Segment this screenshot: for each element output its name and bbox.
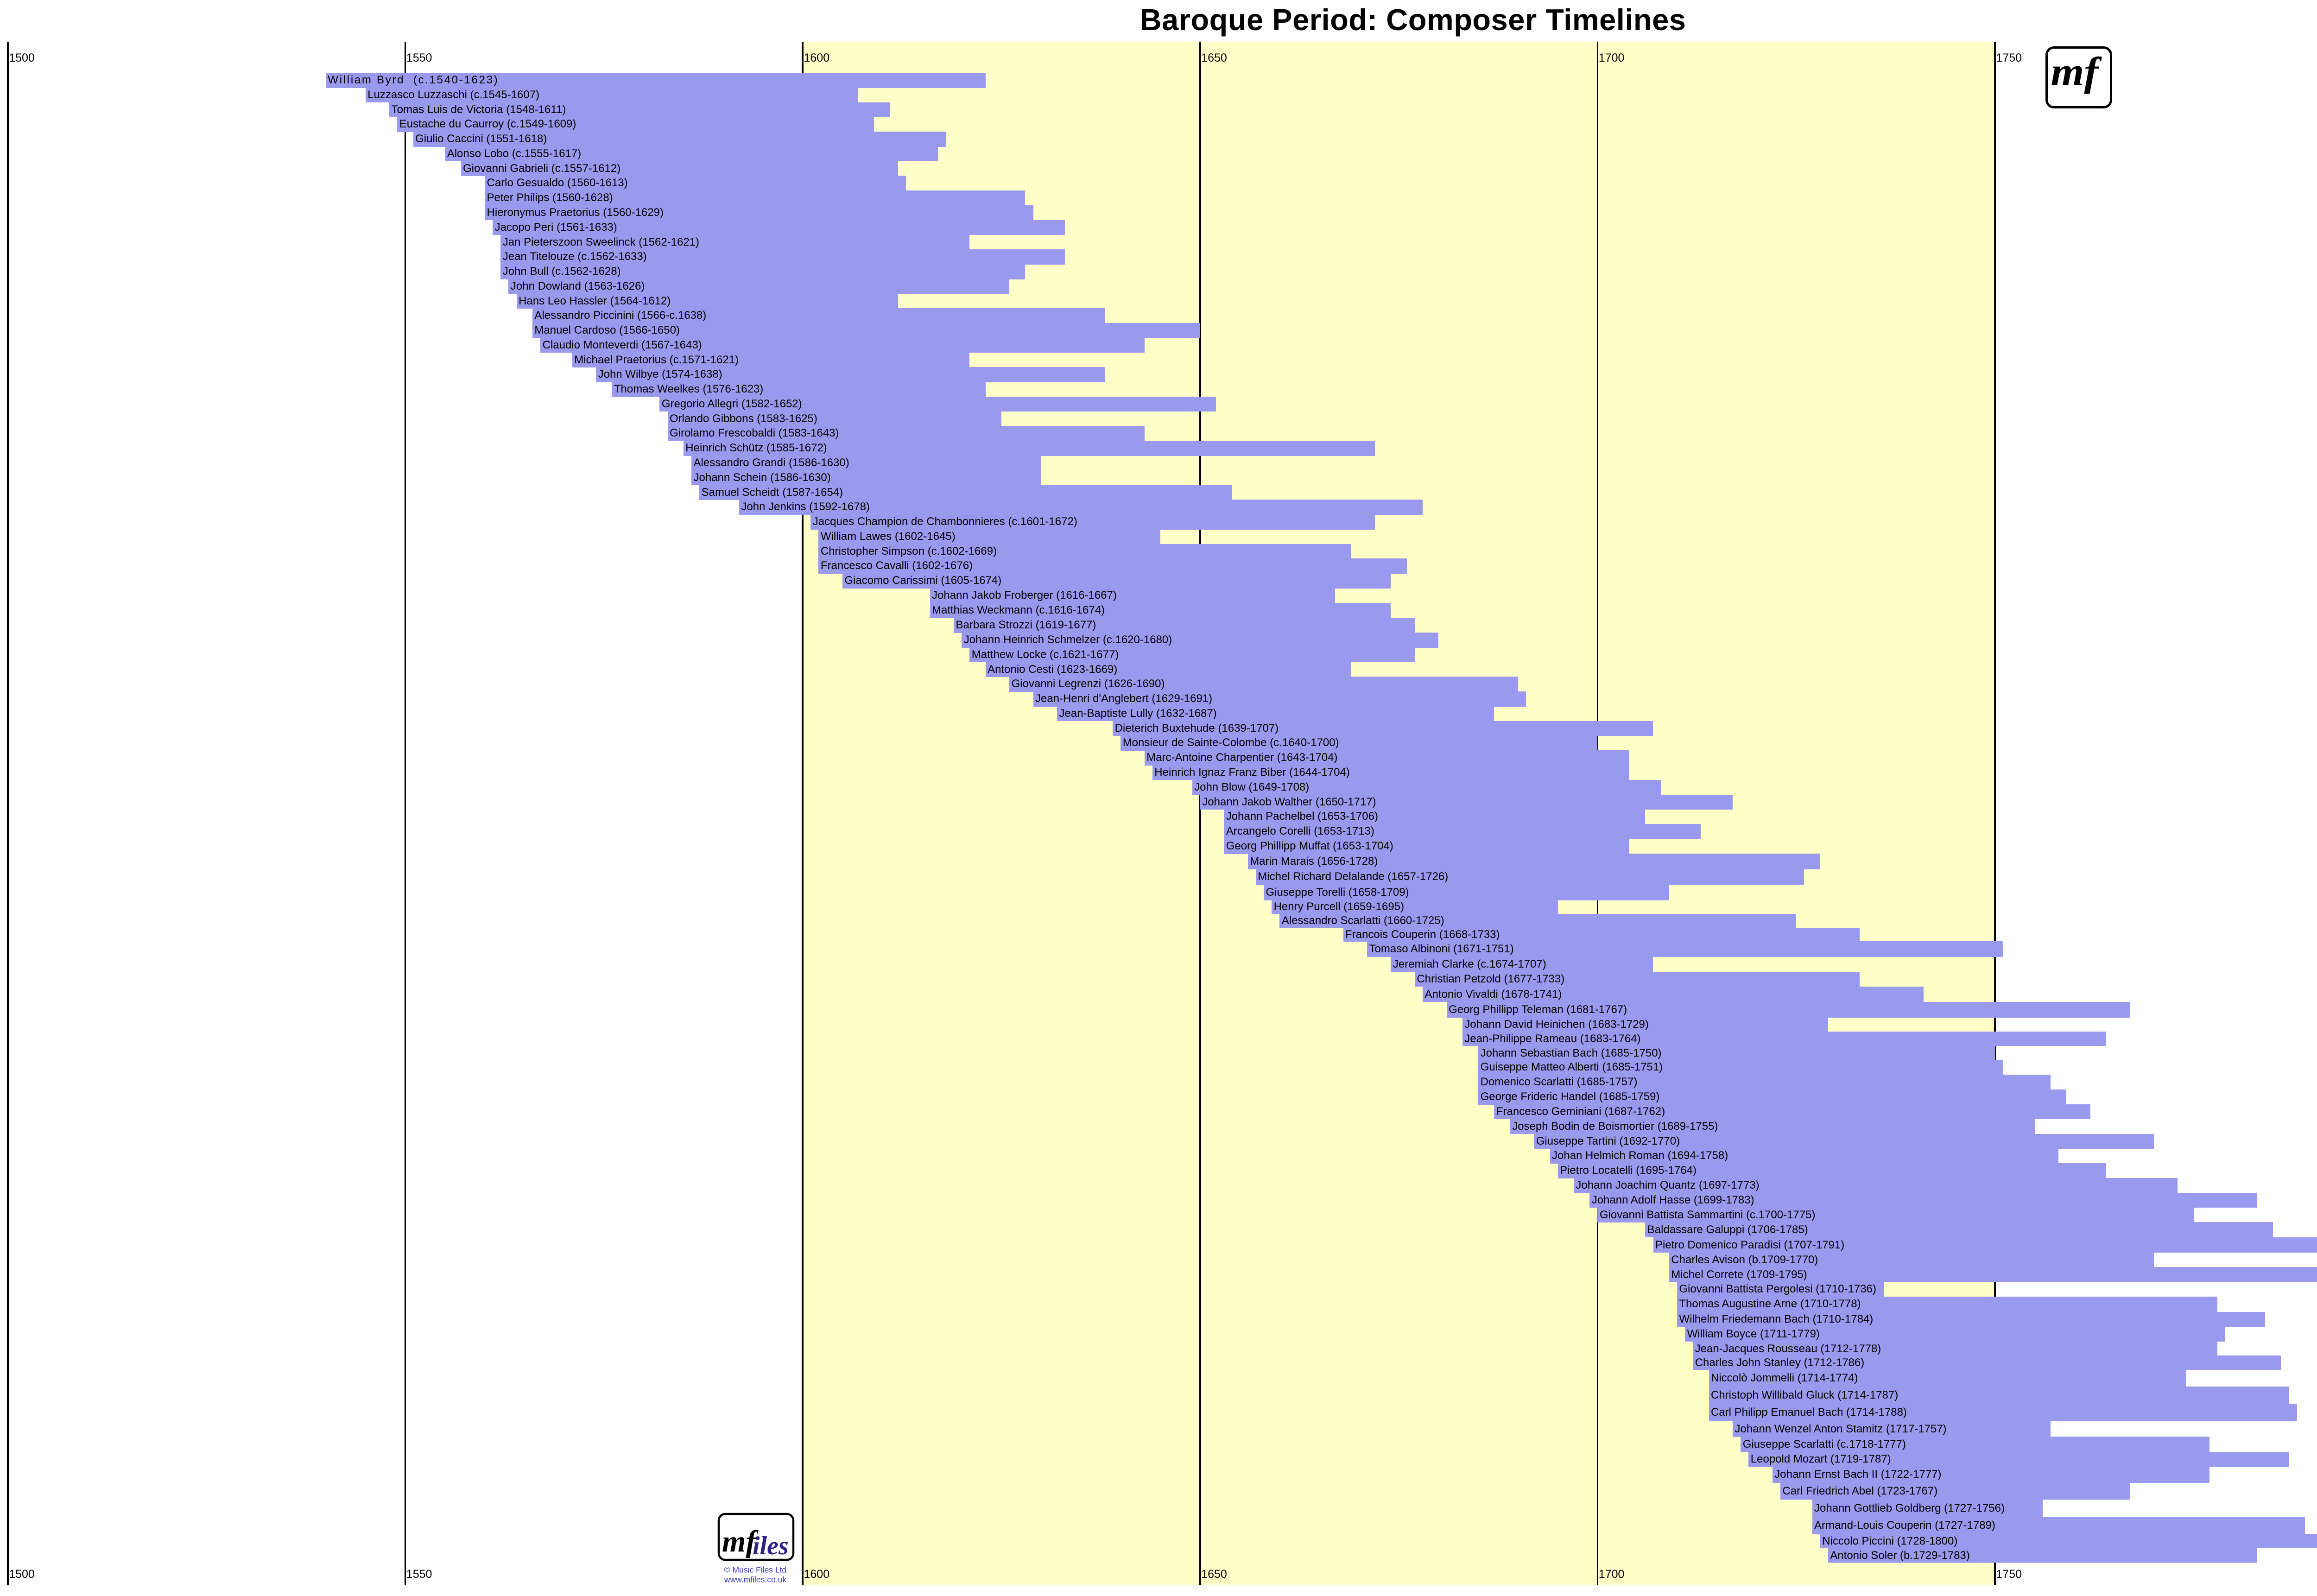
svg-text:mf: mf <box>2051 49 2102 95</box>
svg-text:www.mfiles.co.uk: www.mfiles.co.uk <box>724 1575 786 1584</box>
svg-text:© Music Files Ltd: © Music Files Ltd <box>724 1565 786 1575</box>
svg-text:iles: iles <box>753 1532 789 1560</box>
svg-text:mf: mf <box>722 1525 759 1558</box>
